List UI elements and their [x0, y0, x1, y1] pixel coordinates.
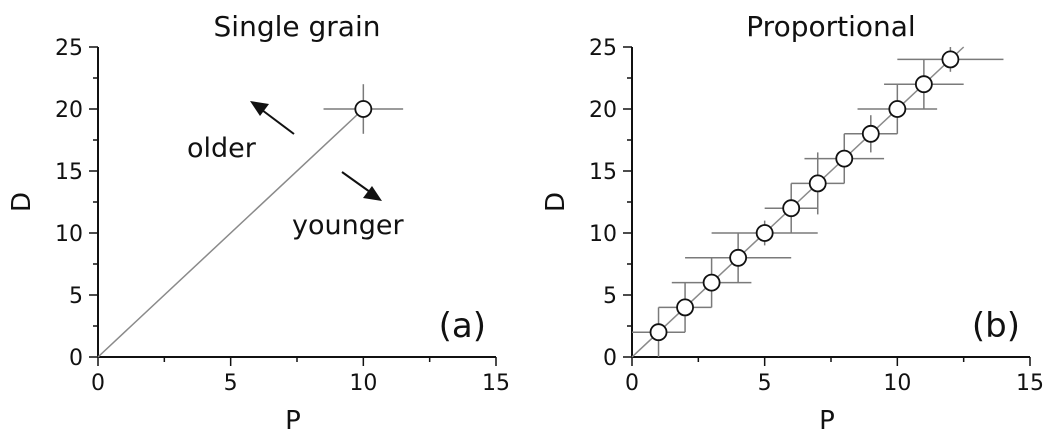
- data-point: [888, 100, 907, 118]
- x-tick-label: 5: [758, 371, 772, 396]
- y-tick-label: 25: [589, 36, 617, 61]
- y-tick-label: 0: [69, 346, 83, 371]
- older-label: older: [187, 133, 257, 164]
- y-tick-label: 20: [55, 98, 83, 123]
- y-tick-label: 0: [603, 346, 617, 371]
- panel-title: Single grain: [214, 10, 381, 43]
- data-point: [941, 50, 960, 69]
- data-point: [729, 248, 748, 267]
- x-tick-label: 10: [349, 371, 377, 396]
- x-tick-label: 15: [482, 371, 510, 396]
- isochron-line: [97, 108, 364, 358]
- x-axis-title: P: [819, 406, 835, 432]
- younger-label: younger: [292, 210, 404, 241]
- y-tick-label: 25: [55, 36, 83, 61]
- data-point: [914, 75, 933, 94]
- panel-b: 0 5 10 15 0 5 10 15 20 25 P D Proportional (b): [541, 10, 1044, 432]
- x-tick-label: 0: [91, 371, 105, 396]
- data-point: [861, 124, 880, 143]
- data-point: [755, 224, 774, 242]
- y-axis-title: D: [7, 192, 37, 212]
- y-tick-label: 15: [589, 160, 617, 185]
- data-point: [808, 174, 827, 193]
- panel-label: (a): [439, 306, 486, 346]
- y-tick-label: 5: [69, 284, 83, 309]
- younger-arrow-shaft: [341, 171, 371, 193]
- x-tick-label: 0: [625, 371, 639, 396]
- x-tick-label: 10: [883, 371, 911, 396]
- data-point: [354, 100, 373, 118]
- y-tick-label: 10: [55, 222, 83, 247]
- panel-title: Proportional: [746, 10, 915, 43]
- y-tick-label: 15: [55, 160, 83, 185]
- data-point: [702, 273, 721, 292]
- y-tick-label: 10: [589, 222, 617, 247]
- y-axis-title: D: [541, 192, 571, 212]
- data-point: [835, 149, 854, 168]
- x-tick-label: 15: [1016, 371, 1044, 396]
- data-point: [649, 323, 668, 342]
- panel-label: (b): [972, 306, 1020, 346]
- older-arrow-shaft: [261, 109, 295, 135]
- x-axis-title: P: [285, 406, 301, 432]
- panel-a: 0 5 10 15 0 5 10 15 20 25 P D Single grain (a) older yo…: [7, 10, 510, 432]
- x-tick-label: 5: [224, 371, 238, 396]
- data-point: [676, 298, 694, 317]
- younger-arrow-head: [363, 186, 382, 201]
- y-tick-label: 20: [589, 98, 617, 123]
- y-tick-label: 5: [603, 284, 617, 309]
- data-point: [782, 199, 801, 218]
- older-arrow-head: [250, 101, 269, 116]
